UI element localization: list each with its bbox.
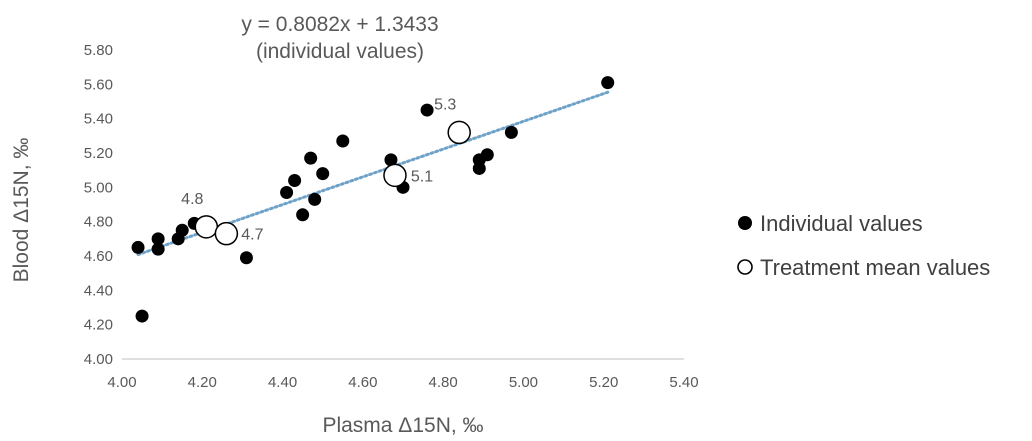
data-point-treatment-mean <box>194 215 219 239</box>
data-point-individual <box>480 148 494 162</box>
data-label-treatment-mean: 5.1 <box>411 168 433 185</box>
data-point-individual <box>472 161 486 175</box>
x-tick-label: 4.60 <box>348 374 377 391</box>
data-point-individual <box>384 153 398 167</box>
data-point-treatment-mean <box>214 221 239 246</box>
y-tick-label: 5.00 <box>84 179 113 196</box>
y-tick-label: 4.80 <box>84 214 113 231</box>
data-label-treatment-mean: 4.7 <box>241 227 263 244</box>
data-point-treatment-mean <box>383 163 407 188</box>
legend-label-treatment-mean: Treatment mean values <box>760 255 990 280</box>
x-tick-label: 5.00 <box>509 374 538 391</box>
points-layer <box>131 76 615 323</box>
data-label-treatment-mean: 4.8 <box>181 191 203 208</box>
data-point-individual <box>288 173 302 187</box>
y-axis-title: Blood Δ15N, ‰ <box>10 138 33 283</box>
data-point-individual <box>504 125 518 139</box>
data-point-individual <box>131 240 145 254</box>
data-point-individual <box>308 192 322 206</box>
y-tick-label: 5.80 <box>84 42 113 59</box>
chart-title: y = 0.8082x + 1.3433 <box>241 13 438 36</box>
y-tick-label: 5.40 <box>84 111 113 128</box>
legend-label-individual: Individual values <box>760 211 923 236</box>
chart-subtitle: (individual values) <box>256 40 424 63</box>
x-tick-label: 4.80 <box>429 374 458 391</box>
x-axis-title: Plasma Δ15N, ‰ <box>322 414 483 437</box>
tick-labels-layer: 4.00 4.20 4.40 4.60 4.80 5.00 5.20 5.40 4.00 4.20… <box>84 42 699 391</box>
y-tick-label: 4.20 <box>84 317 113 334</box>
data-point-individual <box>151 242 165 256</box>
y-tick-label: 4.00 <box>84 351 113 368</box>
data-point-individual <box>336 134 350 148</box>
data-point-treatment-mean <box>447 120 471 145</box>
data-point-individual <box>601 76 615 90</box>
legend-marker-treatment-mean <box>737 259 753 275</box>
legend-marker-individual <box>738 216 752 230</box>
data-point-individual <box>280 185 294 199</box>
y-tick-label: 5.20 <box>84 145 113 162</box>
data-point-individual <box>420 103 434 117</box>
data-point-individual <box>304 151 318 165</box>
y-tick-label: 5.60 <box>84 76 113 93</box>
data-point-individual <box>151 232 165 246</box>
data-label-treatment-mean: 5.3 <box>434 96 456 113</box>
data-point-individual <box>296 208 310 222</box>
data-point-individual <box>175 223 189 237</box>
x-tick-label: 4.40 <box>268 374 297 391</box>
data-point-individual <box>239 251 253 265</box>
x-tick-label: 5.20 <box>589 374 618 391</box>
legend: Individual values Treatment mean values <box>737 211 990 280</box>
x-tick-label: 4.00 <box>107 374 136 391</box>
data-point-individual <box>316 167 330 181</box>
data-labels-layer: 4.8 4.7 5.1 5.3 <box>181 96 456 243</box>
y-tick-label: 4.40 <box>84 282 113 299</box>
x-tick-label: 5.40 <box>669 374 698 391</box>
y-tick-label: 4.60 <box>84 248 113 265</box>
x-tick-label: 4.20 <box>188 374 217 391</box>
data-point-individual <box>135 309 149 323</box>
